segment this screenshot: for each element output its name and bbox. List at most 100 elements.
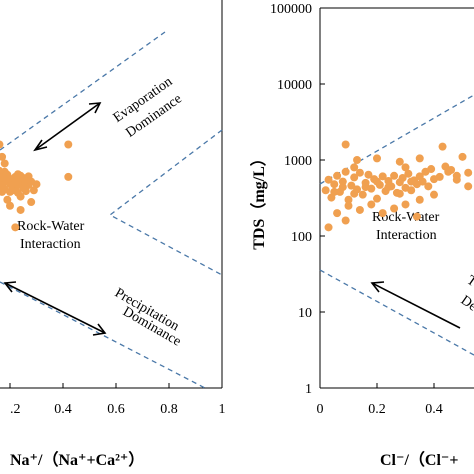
left-upper-boundary [0,31,166,151]
left-data-points [0,140,73,232]
right-data-point [407,177,416,186]
annot-rock-water-left: Rock-Water [17,219,85,234]
right-y-axis-title: TDS（mg/L） [250,150,268,250]
right-data-point [395,189,404,198]
right-data-point [361,183,370,192]
right-y-tick-label: 100000 [270,2,312,17]
right-data-point [341,216,350,225]
right-y-tick-label: 100 [291,230,312,245]
right-data-point [321,186,330,195]
right-data-point [341,167,350,176]
left-data-point [0,166,4,175]
left-data-point [6,201,14,210]
left-x-tick-label: 0.4 [54,402,72,417]
annot-de-right: De [458,293,474,315]
left-data-point [64,140,73,149]
right-data-point [338,183,347,192]
right-data-point [418,177,427,186]
right-data-point [412,212,421,221]
right-data-points [321,140,473,232]
annot-rock-water-right: Rock-Water [372,210,440,225]
left-data-point [64,172,73,181]
right-data-point [353,156,362,164]
right-data-point [324,175,333,184]
left-data-point [0,185,9,194]
right-data-point [333,209,342,218]
right-y-ticks [320,7,325,389]
right-y-tick-label: 10000 [277,78,312,93]
left-x-tick-labels: .2 0.4 0.6 0.8 1 [10,402,226,417]
right-x-tick-label: 0 [317,402,324,417]
right-data-point [347,181,356,190]
right-data-point [367,200,376,209]
left-data-point [13,188,22,197]
left-middle-boundary [108,129,223,276]
left-data-point [16,171,25,180]
right-data-point [401,163,410,172]
right-data-point [350,163,359,172]
right-data-point [435,172,444,181]
right-data-point [350,173,359,182]
right-data-point [358,190,367,199]
right-data-point [373,177,381,186]
right-data-point [344,201,353,210]
left-data-point [0,152,7,161]
right-data-point [378,209,387,218]
right-data-point [415,154,424,163]
right-data-point [378,172,387,181]
right-data-point [444,167,453,176]
right-data-point [398,173,407,182]
right-x-ticks [319,383,435,388]
left-x-tick-label: 1 [219,402,226,417]
right-data-point [350,189,359,198]
right-data-point [424,182,433,191]
right-data-point [438,142,447,151]
right-y-tick-label: 10 [298,306,312,321]
right-data-point [373,154,381,163]
right-data-point [330,180,339,189]
left-data-point [32,180,41,189]
right-x-tick-label: 0.4 [425,402,443,417]
right-data-point [464,182,473,191]
right-data-point [407,186,416,195]
left-x-tick-label: .2 [10,402,21,417]
left-arrow-precipitation [3,281,107,336]
right-data-point [333,171,342,180]
right-y-tick-label: 1000 [284,154,312,169]
right-data-point [330,187,339,196]
right-arrow-dominance [370,281,461,329]
right-data-point [344,195,353,204]
right-data-point [395,157,404,166]
right-data-point [324,223,333,232]
right-data-point [464,168,473,177]
left-panel: .2 0.4 0.6 0.8 1 Evaporation Dominance Rock-… [0,0,226,469]
left-data-point [21,183,30,192]
right-x-axis-title: Cl⁻/（Cl⁻+ [380,451,458,469]
right-y-tick-labels: 1 10 100 1000 10000 100000 [270,2,312,397]
left-arrow-evaporation [33,102,102,152]
right-data-point [430,190,438,199]
right-lower-boundary [319,269,474,356]
right-data-point [452,175,461,184]
left-data-point [11,223,20,232]
right-data-point [390,204,399,213]
annot-t-right: T [464,273,474,290]
right-data-point [401,200,410,209]
left-data-point [0,189,1,195]
annot-interaction-left: Interaction [20,237,81,252]
left-data-point [3,195,12,204]
left-x-tick-label: 0.8 [160,402,178,417]
left-data-point [0,159,9,168]
right-data-point [355,168,364,177]
right-data-point [341,140,350,149]
left-lower-boundary [0,281,206,389]
left-x-tick-label: 0.6 [107,402,125,417]
right-x-tick-labels: 0 0.2 0.4 [317,402,443,417]
left-data-point [27,198,36,207]
right-data-point [415,195,424,204]
right-data-point [373,194,381,203]
right-panel: 1 10 100 1000 10000 100000 0 0.2 0.4 Rock-Water… [250,2,474,469]
right-data-point [355,205,364,214]
right-data-point [427,165,436,174]
